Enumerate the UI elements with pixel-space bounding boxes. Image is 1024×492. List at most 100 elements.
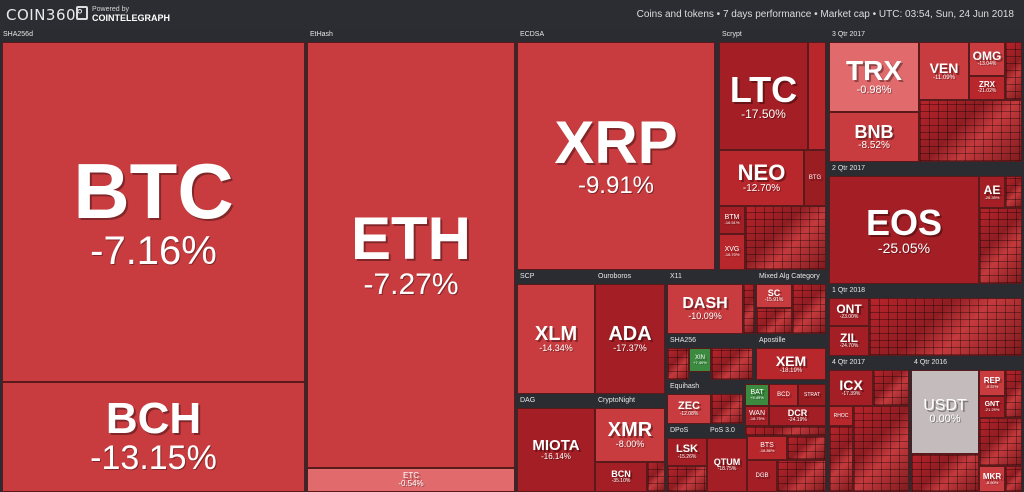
tile-mkr[interactable]: MKR -8.60%	[979, 466, 1005, 492]
tile-xrp[interactable]: XRP -9.91%	[517, 42, 715, 270]
tile-eth[interactable]: ETH -7.27%	[307, 42, 515, 468]
q4-2016-small-coins[interactable]	[979, 418, 1022, 466]
q4-2016-small-coins-4[interactable]	[1005, 466, 1022, 492]
tile-btc[interactable]: BTC -7.16%	[2, 42, 305, 382]
sha256-small-coins[interactable]	[667, 348, 689, 380]
tile-btm[interactable]: BTM -16.51%	[719, 206, 745, 234]
scrypt-small-coins[interactable]	[745, 206, 826, 270]
tile-lsk[interactable]: LSK -15.26%	[667, 438, 707, 466]
mixed-small-coins[interactable]	[792, 284, 826, 334]
coin-symbol: EOS	[865, 201, 943, 243]
coin-symbol: BTG	[808, 175, 822, 181]
q4-2017-small-coins[interactable]	[853, 406, 909, 492]
tile-zrx[interactable]: ZRX -21.02%	[969, 76, 1005, 100]
tile-bts[interactable]: BTS -18.86%	[747, 436, 787, 460]
coin-symbol: REP	[983, 375, 1001, 385]
tile-dcr[interactable]: DCR -24.19%	[769, 406, 826, 426]
tile-wan[interactable]: WAN -18.75%	[745, 406, 769, 426]
coin-change: -18.75%	[717, 465, 737, 472]
coin-change: -21.29%	[984, 407, 1000, 413]
group-equihash: Equihash	[670, 383, 700, 390]
tile-zec[interactable]: ZEC -12.08%	[667, 394, 711, 424]
tile-omg[interactable]: OMG -13.04%	[969, 42, 1005, 76]
q4-2016-small-coins-3[interactable]	[911, 454, 979, 492]
view-settings[interactable]: Coins and tokens • 7 days performance • …	[636, 9, 1014, 20]
group-q4-2016: 4 Qtr 2016	[914, 359, 948, 366]
tile-ae[interactable]: AE -26.39%	[979, 176, 1005, 208]
tile-ven[interactable]: VEN -11.09%	[919, 42, 969, 100]
tile-zil[interactable]: ZIL -24.70%	[829, 326, 869, 356]
coin-symbol: ONT	[836, 302, 862, 317]
group-apostille: Apostille	[759, 337, 786, 344]
q3-small-coins[interactable]	[919, 100, 1022, 162]
x11-small-coins[interactable]	[743, 284, 755, 334]
tile-bcn[interactable]: BCN -35.10%	[595, 462, 647, 492]
tile-gnt[interactable]: GNT -21.29%	[979, 396, 1005, 418]
misc-small-coins[interactable]	[745, 426, 826, 436]
tile-sc[interactable]: SC -15.91%	[756, 284, 792, 308]
brand-logo[interactable]: COIN360°	[6, 6, 85, 24]
dpos-small-coins[interactable]	[667, 466, 707, 492]
coin-symbol: XRP	[554, 109, 678, 177]
tile-btg[interactable]: BTG	[804, 150, 826, 206]
tile-xin[interactable]: XIN +7.40%	[689, 348, 711, 372]
tile-dgb[interactable]: DGB	[747, 460, 777, 492]
coin-symbol: WAN	[748, 410, 766, 418]
pos-small-coins-2[interactable]	[787, 436, 826, 460]
coin-symbol: BNB	[854, 121, 894, 142]
q2-small-coins-top[interactable]	[1005, 176, 1022, 208]
group-q3-2017: 3 Qtr 2017	[832, 31, 866, 38]
tile-rep[interactable]: REP -9.37%	[979, 370, 1005, 396]
tile-xmr[interactable]: XMR -8.00%	[595, 408, 665, 462]
tile-xvg[interactable]: XVG -16.70%	[719, 234, 745, 270]
tile-xem[interactable]: XEM -18.19%	[756, 348, 826, 380]
powered-by[interactable]: Powered by COINTELEGRAPH	[92, 5, 170, 23]
coin-symbol: MKR	[982, 471, 1002, 481]
coin-change: -9.91%	[577, 172, 655, 200]
coin-change: -15.91%	[764, 296, 784, 303]
tile-trx[interactable]: TRX -0.98%	[829, 42, 919, 112]
tile-qtum[interactable]: QTUM -18.75%	[707, 438, 747, 492]
tile-ada[interactable]: ADA -17.37%	[595, 284, 665, 394]
group-dpos: DPoS	[670, 427, 689, 434]
pos-small-coins[interactable]	[777, 460, 826, 492]
tile-rhoc[interactable]: RHOC	[829, 406, 853, 426]
tile-bat[interactable]: BAT +5.49%	[745, 384, 769, 406]
q4-2017-small-coins-2[interactable]	[873, 370, 909, 406]
coin-change: -8.60%	[985, 479, 999, 485]
tile-ont[interactable]: ONT -23.00%	[829, 298, 869, 326]
tile-xlm[interactable]: XLM -14.34%	[517, 284, 595, 394]
equihash-small-coins[interactable]	[711, 394, 743, 424]
tile-miota[interactable]: MIOTA -16.14%	[517, 408, 595, 492]
tile-etc[interactable]: ETC -0.54%	[307, 468, 515, 492]
coin-symbol: ZIL	[840, 331, 858, 346]
tile-bcd[interactable]: BCD	[769, 384, 798, 406]
tile-strat[interactable]: STRAT	[798, 384, 826, 406]
cryptonight-small-coins[interactable]	[647, 462, 665, 492]
q4-2016-small-coins-2[interactable]	[1005, 370, 1022, 418]
tile-small[interactable]	[808, 42, 826, 150]
tile-eos[interactable]: EOS -25.05%	[829, 176, 979, 284]
coin-symbol: ICX	[839, 377, 863, 394]
coin-symbol: DASH	[682, 295, 728, 313]
q2-small-coins[interactable]	[979, 208, 1022, 284]
coin-symbol: USDT	[923, 397, 967, 415]
coin-change: -35.10%	[611, 477, 631, 484]
q1-small-coins[interactable]	[869, 298, 1022, 356]
tile-bch[interactable]: BCH -13.15%	[2, 382, 305, 492]
q3-small-coins-right[interactable]	[1005, 42, 1022, 100]
tile-usdt[interactable]: USDT 0.00%	[911, 370, 979, 454]
tile-bnb[interactable]: BNB -8.52%	[829, 112, 919, 162]
coin-change: -11.09%	[933, 74, 955, 81]
mixed-small-coins-2[interactable]	[756, 308, 792, 334]
tile-icx[interactable]: ICX -17.39%	[829, 370, 873, 406]
tile-neo[interactable]: NEO -12.70%	[719, 150, 804, 206]
coin-symbol: XIN	[694, 354, 705, 361]
coin-symbol: NEO	[737, 159, 786, 185]
sha256-small-coins-2[interactable]	[711, 348, 753, 380]
tile-ltc[interactable]: LTC -17.50%	[719, 42, 808, 150]
group-pos-3-0: PoS 3.0	[710, 427, 735, 434]
coin-symbol: LSK	[676, 442, 698, 455]
tile-dash[interactable]: DASH -10.09%	[667, 284, 743, 334]
q4-2017-small-coins-3[interactable]	[829, 426, 853, 492]
